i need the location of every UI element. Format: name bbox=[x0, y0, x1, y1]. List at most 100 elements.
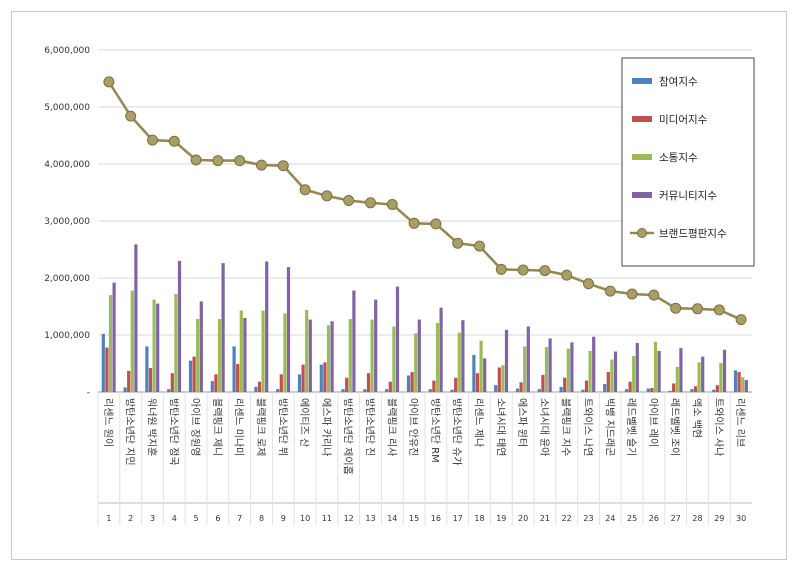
x-tick-label: 리센느 미나미 bbox=[233, 398, 245, 456]
legend-label: 커뮤니티지수 bbox=[659, 190, 717, 202]
bar bbox=[254, 386, 258, 392]
bar bbox=[101, 333, 105, 392]
bar bbox=[544, 346, 549, 392]
bar bbox=[366, 373, 371, 392]
line-point bbox=[103, 76, 115, 88]
x-tick-label: 방탄소년단 RM bbox=[429, 398, 441, 463]
bar bbox=[715, 385, 719, 392]
index-label: 19 bbox=[496, 514, 506, 523]
x-tick-label: 블랙핑크 리사 bbox=[385, 398, 397, 456]
index-label: 27 bbox=[671, 514, 681, 523]
bar bbox=[650, 388, 654, 392]
bar bbox=[319, 364, 323, 392]
index-label: 26 bbox=[649, 514, 659, 523]
bar bbox=[668, 390, 672, 392]
bar bbox=[257, 381, 262, 392]
x-tick-label: 방탄소년단 제이홉 bbox=[342, 398, 355, 475]
index-label: 6 bbox=[215, 514, 220, 523]
bar bbox=[156, 303, 160, 392]
bar bbox=[236, 364, 240, 392]
line-point bbox=[517, 264, 529, 276]
bar bbox=[472, 354, 476, 392]
brand-line bbox=[103, 76, 747, 326]
line-point bbox=[125, 110, 137, 122]
bar bbox=[679, 348, 683, 392]
line-point bbox=[626, 288, 638, 300]
x-tick-label: 소녀시대 태연 bbox=[494, 398, 506, 456]
index-label: 28 bbox=[692, 514, 702, 523]
x-tick-label: 트와이스 사나 bbox=[712, 398, 724, 456]
bar bbox=[112, 282, 116, 392]
bar bbox=[301, 364, 305, 392]
x-tick-label: 블랙핑크 제니 bbox=[211, 398, 223, 456]
index-label: 7 bbox=[237, 514, 242, 523]
bar bbox=[105, 347, 109, 392]
bar bbox=[395, 286, 400, 392]
x-tick-label: 에스파 카리나 bbox=[320, 398, 332, 456]
bar bbox=[108, 295, 113, 392]
index-label: 25 bbox=[627, 514, 637, 523]
bar bbox=[276, 389, 280, 392]
line-point bbox=[321, 190, 333, 202]
bar bbox=[435, 323, 440, 392]
bar bbox=[744, 380, 748, 392]
bar bbox=[603, 384, 607, 392]
index-label: 20 bbox=[518, 514, 528, 523]
y-tick-label: - bbox=[87, 388, 90, 398]
bar bbox=[632, 356, 636, 392]
x-tick-label: 방탄소년단 정국 bbox=[167, 398, 179, 466]
bar bbox=[475, 373, 480, 392]
line-point bbox=[299, 184, 311, 196]
line-point bbox=[190, 154, 202, 166]
bar bbox=[283, 313, 287, 392]
bar bbox=[570, 342, 574, 392]
bar bbox=[279, 374, 283, 392]
line-point bbox=[474, 240, 485, 252]
bar bbox=[581, 389, 585, 392]
bar bbox=[297, 374, 302, 392]
bar bbox=[239, 310, 243, 392]
bar bbox=[265, 261, 269, 392]
x-tick-label: 에스파 윈터 bbox=[516, 398, 528, 447]
bars bbox=[101, 244, 748, 392]
bar bbox=[232, 346, 236, 392]
legend-label: 미디어지수 bbox=[659, 114, 708, 126]
x-tick-label: 리센느 제나 bbox=[473, 398, 485, 447]
bar bbox=[345, 377, 349, 392]
bar bbox=[414, 333, 418, 392]
index-label: 22 bbox=[562, 514, 572, 523]
y-tick-label: 6,000,000 bbox=[44, 46, 90, 56]
index-label: 11 bbox=[322, 514, 332, 523]
index-label: 17 bbox=[453, 514, 463, 523]
x-tick-label: 레드벨벳 조이 bbox=[669, 398, 681, 456]
bar bbox=[548, 338, 552, 392]
line-point bbox=[256, 159, 267, 171]
legend-swatch bbox=[632, 154, 652, 160]
line-point bbox=[735, 314, 747, 326]
bar bbox=[323, 362, 327, 392]
bar bbox=[326, 325, 331, 392]
x-tick-label: 방탄소년단 슈가 bbox=[451, 398, 463, 466]
index-label: 10 bbox=[300, 514, 310, 523]
bar bbox=[523, 346, 527, 392]
index-label: 13 bbox=[365, 514, 375, 523]
bar bbox=[675, 366, 679, 392]
line-point bbox=[386, 199, 398, 210]
line-point bbox=[604, 285, 616, 297]
index-label: 15 bbox=[409, 514, 419, 523]
bar bbox=[210, 381, 214, 392]
bar bbox=[352, 290, 356, 392]
index-label: 5 bbox=[194, 514, 199, 523]
bar bbox=[653, 341, 658, 392]
line-point bbox=[495, 263, 507, 275]
bar bbox=[341, 389, 345, 392]
index-label: 30 bbox=[736, 514, 746, 523]
bar bbox=[192, 356, 196, 392]
bar bbox=[697, 362, 701, 392]
legend-swatch bbox=[632, 116, 652, 122]
line-point bbox=[212, 155, 224, 167]
index-label: 21 bbox=[540, 514, 550, 523]
x-tick-label: 아이브 안유진 bbox=[407, 398, 419, 456]
bar bbox=[613, 351, 618, 392]
